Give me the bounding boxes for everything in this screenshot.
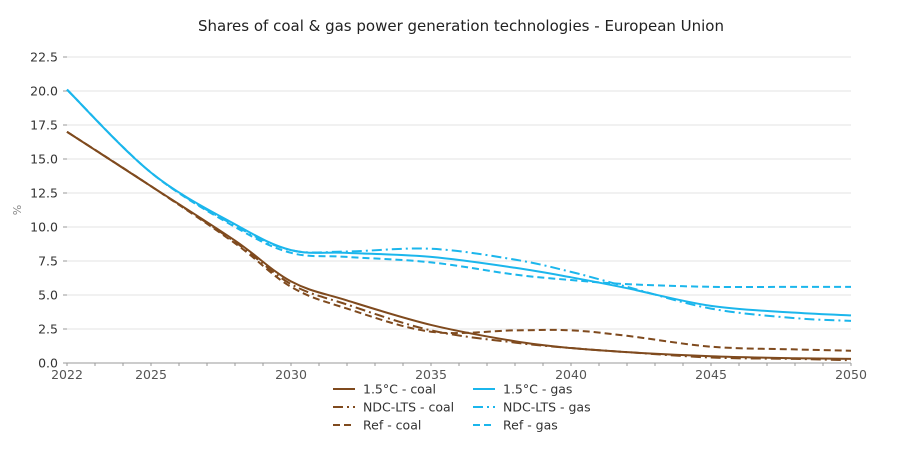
y-tick-label: 17.5 [30,118,58,133]
x-tick-label: 2040 [555,367,587,382]
legend-label: 1.5°C - coal [363,382,436,397]
legend-item: 1.5°C - coal [333,382,436,397]
legend-item: NDC-LTS - gas [473,400,591,415]
series-line-0 [66,130,852,360]
legend-label: NDC-LTS - gas [503,400,591,415]
chart-title: Shares of coal & gas power generation te… [198,17,724,35]
x-tick-label: 2025 [135,367,167,382]
y-tick-label: 20.0 [30,84,58,99]
x-tick-label: 2045 [695,367,727,382]
x-tick-label: 2050 [835,367,867,382]
y-tick-label: 0.0 [38,356,58,371]
series-line-5 [66,88,851,289]
y-tick-label: 22.5 [30,50,58,65]
legend-label: NDC-LTS - coal [363,400,454,415]
y-tick-label: 15.0 [30,152,58,167]
y-tick-label: 10.0 [30,220,58,235]
y-tick-label: 12.5 [30,186,58,201]
legend-item: 1.5°C - gas [473,382,572,397]
legend-label: Ref - gas [503,418,558,433]
legend-item: Ref - gas [473,418,558,433]
series-line-3 [66,88,852,317]
series-line-2 [66,130,852,352]
series-line-1 [66,130,852,362]
y-axis-label: % [11,205,24,215]
series-line-4 [66,88,852,322]
x-tick-label: 2035 [415,367,447,382]
y-tick-label: 7.5 [38,254,58,269]
y-tick-label: 5.0 [38,288,58,303]
legend-label: Ref - coal [363,418,421,433]
legend-item: NDC-LTS - coal [333,400,454,415]
legend-label: 1.5°C - gas [503,382,572,397]
x-tick-label: 2030 [275,367,307,382]
y-tick-label: 2.5 [38,322,58,337]
legend-item: Ref - coal [333,418,421,433]
x-tick-label: 2022 [51,367,83,382]
